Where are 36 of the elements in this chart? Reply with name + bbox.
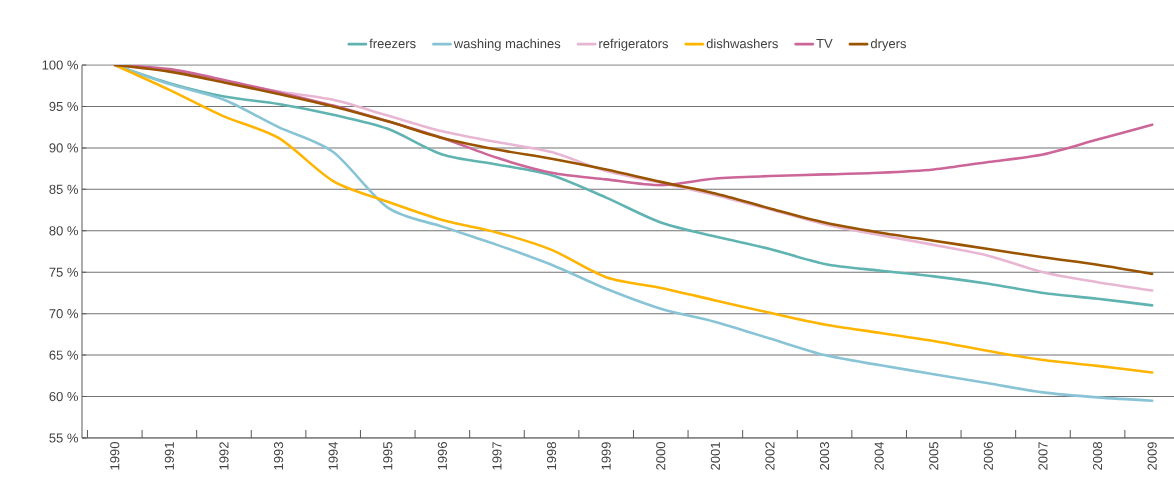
x-tick-label: 2001 [710,442,720,470]
x-tick-label: 1999 [601,442,611,470]
x-tick-label: 1990 [110,442,120,470]
legend-label: freezers [369,38,416,49]
legend-label: dishwashers [706,38,778,49]
y-tick-label: 70 % [49,309,78,319]
x-tick-label: 1993 [273,442,284,470]
y-tick-label: 75 % [49,267,78,277]
legend-label: TV [816,38,833,48]
legend-label: dryers [870,38,907,51]
y-tick-label: 80 % [49,226,78,236]
x-tick-label: 2000 [656,442,666,470]
x-tick-label: 2004 [874,441,884,470]
legend-label: refrigerators [599,38,669,51]
x-tick-label: 2002 [765,442,775,470]
y-tick-label: 90 % [49,143,78,153]
x-tick-label: 1991 [164,442,174,470]
x-tick-label: 2009 [1147,442,1157,470]
y-tick-label: 65 % [49,350,78,360]
x-tick-label: 2007 [1038,442,1048,470]
x-tick-label: 1995 [383,442,393,470]
y-tick-label: 100 % [42,60,78,70]
y-tick-label: 55 % [49,433,78,443]
x-tick-label: 1998 [546,442,557,470]
x-tick-label: 1996 [437,442,447,470]
x-tick-label: 2006 [983,442,993,470]
y-tick-label: 95 % [49,101,78,112]
x-tick-label: 1992 [219,442,229,470]
legend-label: washing machines [453,38,561,51]
y-tick-label: 85 % [49,184,78,194]
x-tick-label: 2005 [929,442,939,470]
x-tick-label: 1997 [492,442,502,470]
y-tick-label: 60 % [49,391,78,402]
x-tick-label: 2003 [819,442,830,470]
x-tick-label: 2008 [1092,442,1103,470]
x-tick-label: 1994 [328,441,338,470]
